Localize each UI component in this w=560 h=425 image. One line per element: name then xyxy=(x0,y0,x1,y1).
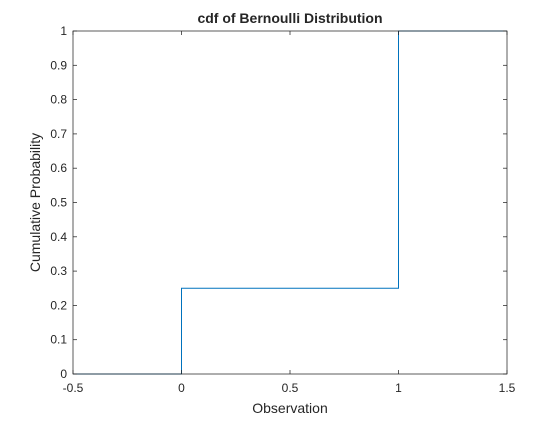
y-tick-label: 0.3 xyxy=(50,264,67,278)
y-tick-label: 0.8 xyxy=(50,93,67,107)
y-tick-label: 0.6 xyxy=(50,161,67,175)
plot-background xyxy=(73,31,507,374)
y-tick-label: 0.4 xyxy=(50,230,67,244)
x-axis-label: Observation xyxy=(252,400,327,416)
x-tick-label: 1.5 xyxy=(499,381,516,395)
x-tick-label: 1 xyxy=(395,381,402,395)
y-axis-label: Cumulative Probability xyxy=(27,133,43,272)
x-tick-label: 0.5 xyxy=(282,381,299,395)
y-tick-label: 0.9 xyxy=(50,58,67,72)
y-tick-label: 0 xyxy=(60,367,67,381)
chart-title: cdf of Bernoulli Distribution xyxy=(197,10,382,26)
y-tick-label: 0.7 xyxy=(50,127,67,141)
y-tick-label: 1 xyxy=(60,24,67,38)
x-tick-label: -0.5 xyxy=(63,381,84,395)
y-tick-label: 0.1 xyxy=(50,333,67,347)
y-tick-label: 0.2 xyxy=(50,298,67,312)
y-tick-label: 0.5 xyxy=(50,196,67,210)
x-tick-label: 0 xyxy=(178,381,185,395)
